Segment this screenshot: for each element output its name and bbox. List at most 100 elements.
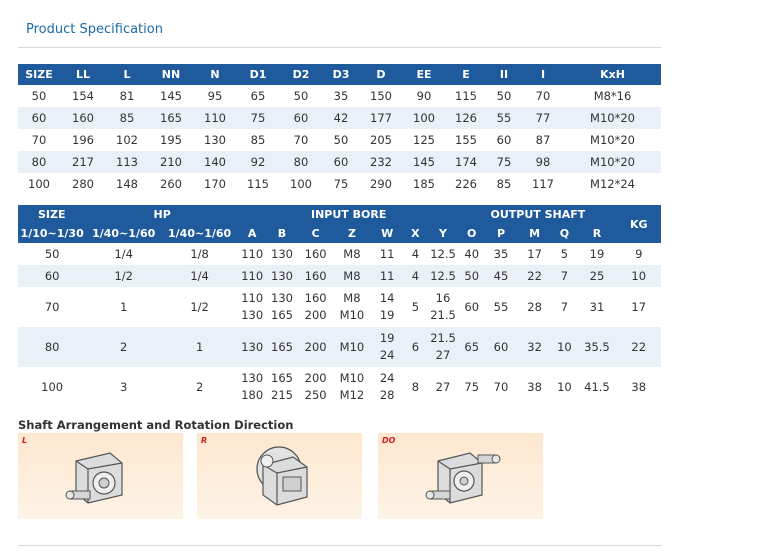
cell: 210 [148, 151, 194, 173]
cell: 1/2 [190, 300, 209, 314]
cell: 1/4 [114, 247, 133, 261]
cell: 200 250 [298, 367, 334, 407]
cell: 50 [31, 89, 47, 103]
cell: 10 [616, 265, 661, 287]
cell: 60 [484, 327, 518, 367]
cell: 19 24 [370, 327, 404, 367]
cell: 60 [280, 107, 322, 129]
column-header: O [459, 224, 485, 243]
table-row: 50 154 81 145 95 65 50 35 150 90 115 50 70 M8*16 [18, 85, 661, 107]
cell: 100 [402, 107, 446, 129]
column-header: II [486, 64, 522, 85]
cell: 1/4 [161, 265, 239, 287]
column-header: Q [551, 224, 578, 243]
cell: M10*20 [590, 133, 635, 147]
column-header: I [522, 64, 564, 85]
cell: 16 21.5 [427, 287, 460, 327]
cell: 10 [557, 380, 572, 394]
column-header: M [517, 224, 552, 243]
cell-line: 27 [435, 348, 451, 362]
divider [18, 47, 661, 48]
cell: 217 [60, 151, 106, 173]
column-header: KxH [564, 64, 661, 85]
cell: 19 [589, 247, 605, 261]
cell: M8 [333, 265, 371, 287]
cell: 205 [370, 133, 392, 147]
column-header: A [238, 224, 267, 243]
cell: 2 [195, 380, 204, 394]
cell: 12.5 [426, 265, 460, 287]
cell: 117 [532, 177, 554, 191]
column-header: Z [333, 224, 371, 243]
cell: 17 [631, 300, 647, 314]
cell: 115 [455, 89, 477, 103]
hp-group-header: HP [86, 205, 239, 224]
cell: 1 [161, 327, 239, 367]
panel-label: DO [382, 436, 396, 445]
cell: 50 [333, 133, 349, 147]
column-header: D1 [236, 64, 280, 85]
cell: 100 [41, 380, 64, 394]
page-title: Product Specification [26, 22, 163, 37]
cell: 50 [44, 247, 60, 261]
cell: 160 200 [298, 287, 334, 327]
cell-line: 19 [379, 308, 395, 322]
gearbox-l-icon [65, 452, 123, 504]
column-header: W [370, 224, 404, 243]
cell: 50 [496, 89, 512, 103]
cell: 17 [527, 247, 542, 261]
kg-header: KG [616, 205, 661, 243]
cell: 65 [250, 89, 266, 103]
cell: M10*20 [564, 107, 661, 129]
cell-line: M10 [339, 308, 365, 322]
cell: 41.5 [584, 380, 610, 394]
cell: 4 [411, 247, 420, 261]
input-bore-group-header: INPUT BORE [238, 205, 460, 224]
cell-line: 16 [435, 291, 451, 305]
cell: 55 [493, 300, 509, 314]
cell: 260 [160, 177, 182, 191]
cell: 31 [589, 300, 605, 314]
cell: 195 [160, 133, 182, 147]
cell: 60 [18, 107, 60, 129]
cell: 70 [493, 380, 509, 394]
cell: 60 [496, 133, 512, 147]
cell: 130 [271, 247, 293, 261]
column-header: NN [148, 64, 194, 85]
cell-line: 165 [271, 308, 293, 322]
cell: 125 [413, 133, 435, 147]
cell: 154 [72, 89, 94, 103]
cell: 70 [535, 89, 551, 103]
cell: 55 [486, 107, 522, 129]
table-row: 70 1 1/2 110 130 130 165 160 200 M8 M10 14 19… [18, 287, 661, 327]
cell: 32 [517, 327, 552, 367]
column-header: D2 [280, 64, 322, 85]
gearbox-do-icon [425, 452, 501, 504]
arrangement-panel-l: L [18, 433, 183, 519]
cell: 170 [204, 177, 226, 191]
cell: 150 [370, 89, 392, 103]
cell: 75 [236, 107, 280, 129]
cell: 80 [280, 151, 322, 173]
table-row: 80 217 113 210 140 92 80 60 232 145 174 75 98 M10*20 [18, 151, 661, 173]
cell: 110 130 [238, 287, 266, 327]
table-row: 70 196 102 195 130 85 70 50 205 125 155 60 87 M10*20 [18, 129, 661, 151]
table-row: 100 3 2 130 180 165 215 200 250 M10 M12 24 28… [18, 367, 661, 407]
cell-line: M8 [343, 291, 361, 305]
column-header: D [360, 64, 402, 85]
cell: 130 165 [266, 287, 297, 327]
table-row: 80 2 1 130 165 200 M10 19 24 6 21.5 27 65 … [18, 327, 661, 367]
cell: 98 [522, 151, 564, 173]
column-header: SIZE [18, 64, 60, 85]
cell: 27 [435, 380, 451, 394]
cell: 21.5 27 [426, 327, 460, 367]
cell: 130 [266, 265, 298, 287]
cell-line: 24 [379, 371, 395, 385]
cell-line: 180 [241, 388, 264, 402]
cell: M8 [343, 247, 361, 261]
cell-line: 110 [241, 291, 264, 305]
cell: 130 [204, 133, 226, 147]
cell: 110 [241, 247, 264, 261]
cell: 85 [250, 133, 266, 147]
cell: 177 [360, 107, 402, 129]
